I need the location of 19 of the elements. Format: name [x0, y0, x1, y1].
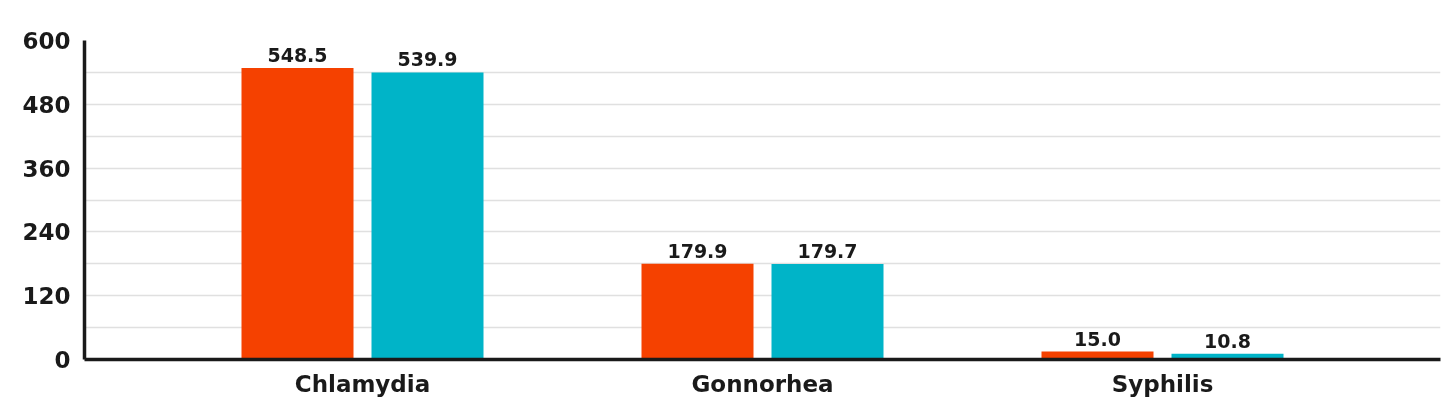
bar: [241, 67, 354, 360]
data-label: 539.9: [397, 48, 458, 71]
y-tick-label: 480: [22, 91, 71, 118]
data-label: 179.7: [797, 239, 858, 262]
data-label: 179.9: [667, 239, 728, 262]
data-label: 15.0: [1074, 327, 1121, 350]
y-tick-label: 120: [22, 283, 71, 310]
bar: [771, 263, 884, 360]
x-tick-label: Syphilis: [1111, 370, 1214, 397]
x-tick-label: Chlamydia: [294, 370, 431, 397]
data-label: 10.8: [1204, 329, 1251, 352]
y-tick-label: 360: [22, 155, 71, 182]
x-tick-label: Gonnorhea: [691, 370, 834, 397]
y-tick-label: 240: [22, 219, 71, 246]
data-label: 548.5: [267, 43, 328, 66]
bar: [371, 72, 484, 360]
y-tick-label: 600: [22, 28, 71, 54]
y-tick-label: 0: [54, 347, 71, 373]
bar: [641, 263, 754, 360]
